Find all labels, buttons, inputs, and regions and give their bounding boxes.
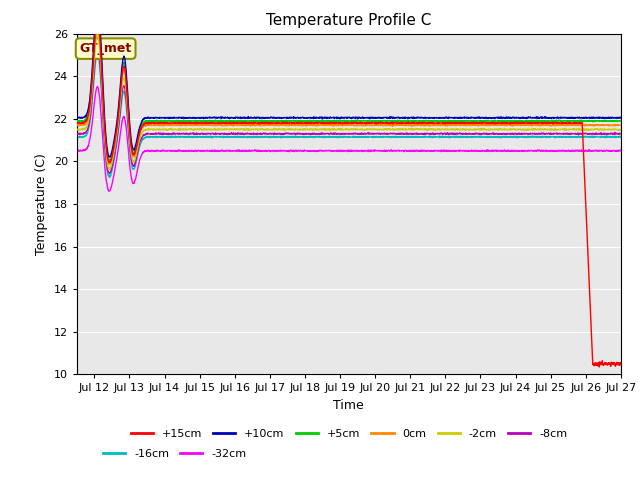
Y-axis label: Temperature (C): Temperature (C) (35, 153, 48, 255)
Legend: -16cm, -32cm: -16cm, -32cm (99, 444, 251, 464)
Text: GT_met: GT_met (79, 42, 132, 55)
Title: Temperature Profile C: Temperature Profile C (266, 13, 431, 28)
X-axis label: Time: Time (333, 399, 364, 412)
